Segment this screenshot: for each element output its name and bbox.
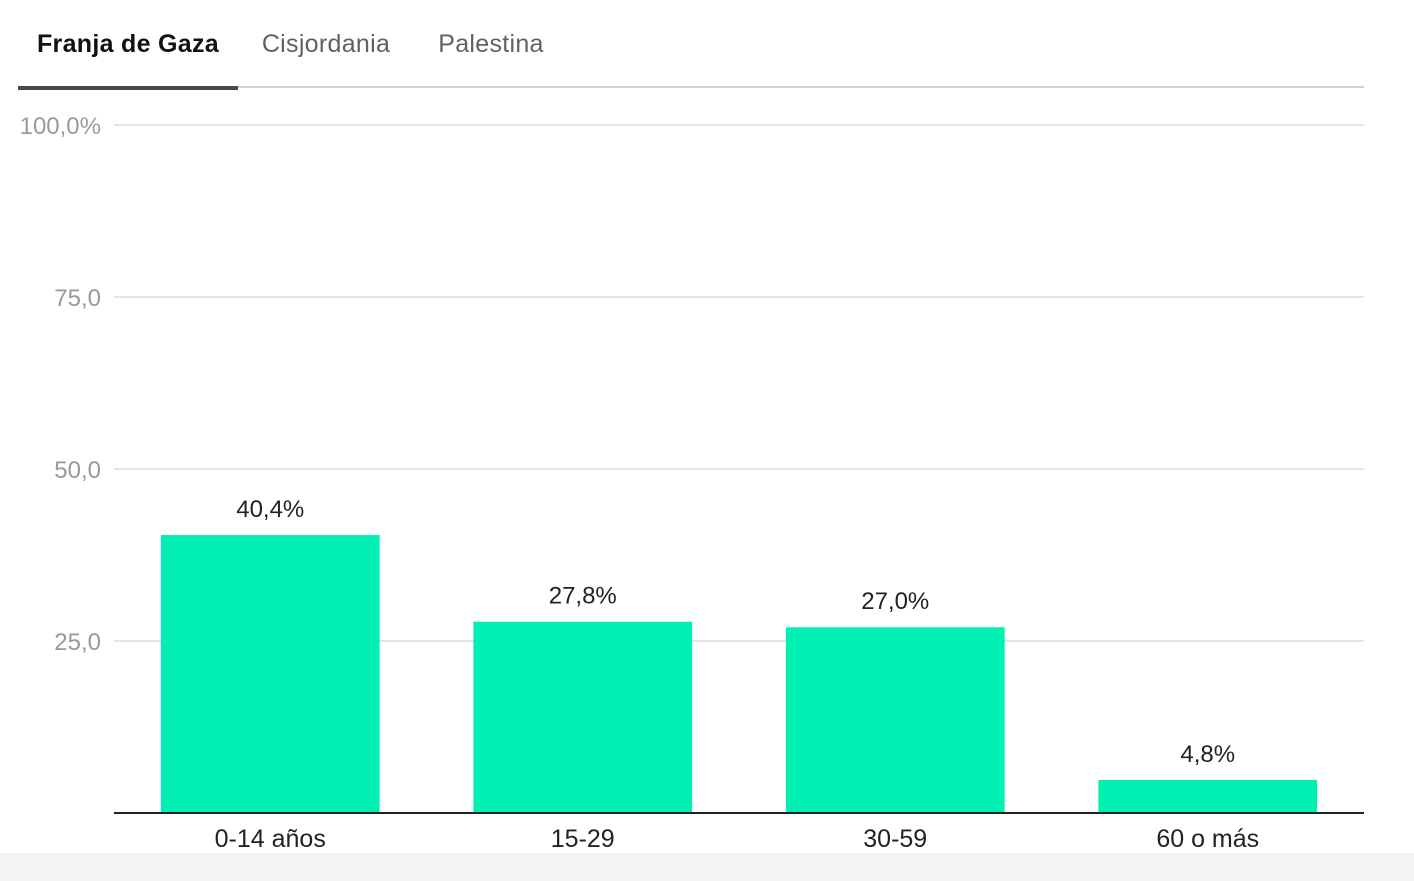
bar (473, 621, 693, 813)
y-tick-label: 100,0% (20, 113, 101, 140)
bars (160, 535, 1318, 813)
x-axis-category-labels: 0-14 años 15-29 30-59 60 o más (215, 825, 1260, 853)
tab-palestina[interactable]: Palestina (438, 29, 544, 58)
tab-bar: Franja de Gaza Cisjordania Palestina (18, 0, 1364, 90)
bar-value-label: 4,8% (1180, 741, 1235, 768)
y-tick-label: 50,0 (54, 457, 101, 484)
y-tick-label: 25,0 (54, 629, 101, 656)
x-category-label: 0-14 años (215, 825, 326, 853)
footer-bar (0, 853, 1414, 881)
tab-cisjordania[interactable]: Cisjordania (261, 29, 391, 58)
bar (160, 535, 380, 813)
bar-value-label: 27,0% (861, 588, 929, 615)
y-tick-label: 75,0 (54, 285, 101, 312)
value-labels: 40,4% 27,8% 27,0% 4,8% (236, 496, 1235, 768)
bar-value-label: 27,8% (549, 583, 617, 610)
bar-chart: 25,0 50,0 75,0 100,0% 40,4% 27,8% 27,0% 4,8% 0… (20, 113, 1364, 853)
bar-value-label: 40,4% (236, 496, 304, 523)
bar (1098, 779, 1318, 813)
x-category-label: 60 o más (1156, 825, 1259, 853)
bar (785, 627, 1005, 813)
x-category-label: 30-59 (863, 825, 927, 853)
x-category-label: 15-29 (551, 825, 615, 853)
tab-franja-de-gaza[interactable]: Franja de Gaza (18, 0, 238, 90)
y-axis-tick-labels: 25,0 50,0 75,0 100,0% (20, 113, 101, 656)
